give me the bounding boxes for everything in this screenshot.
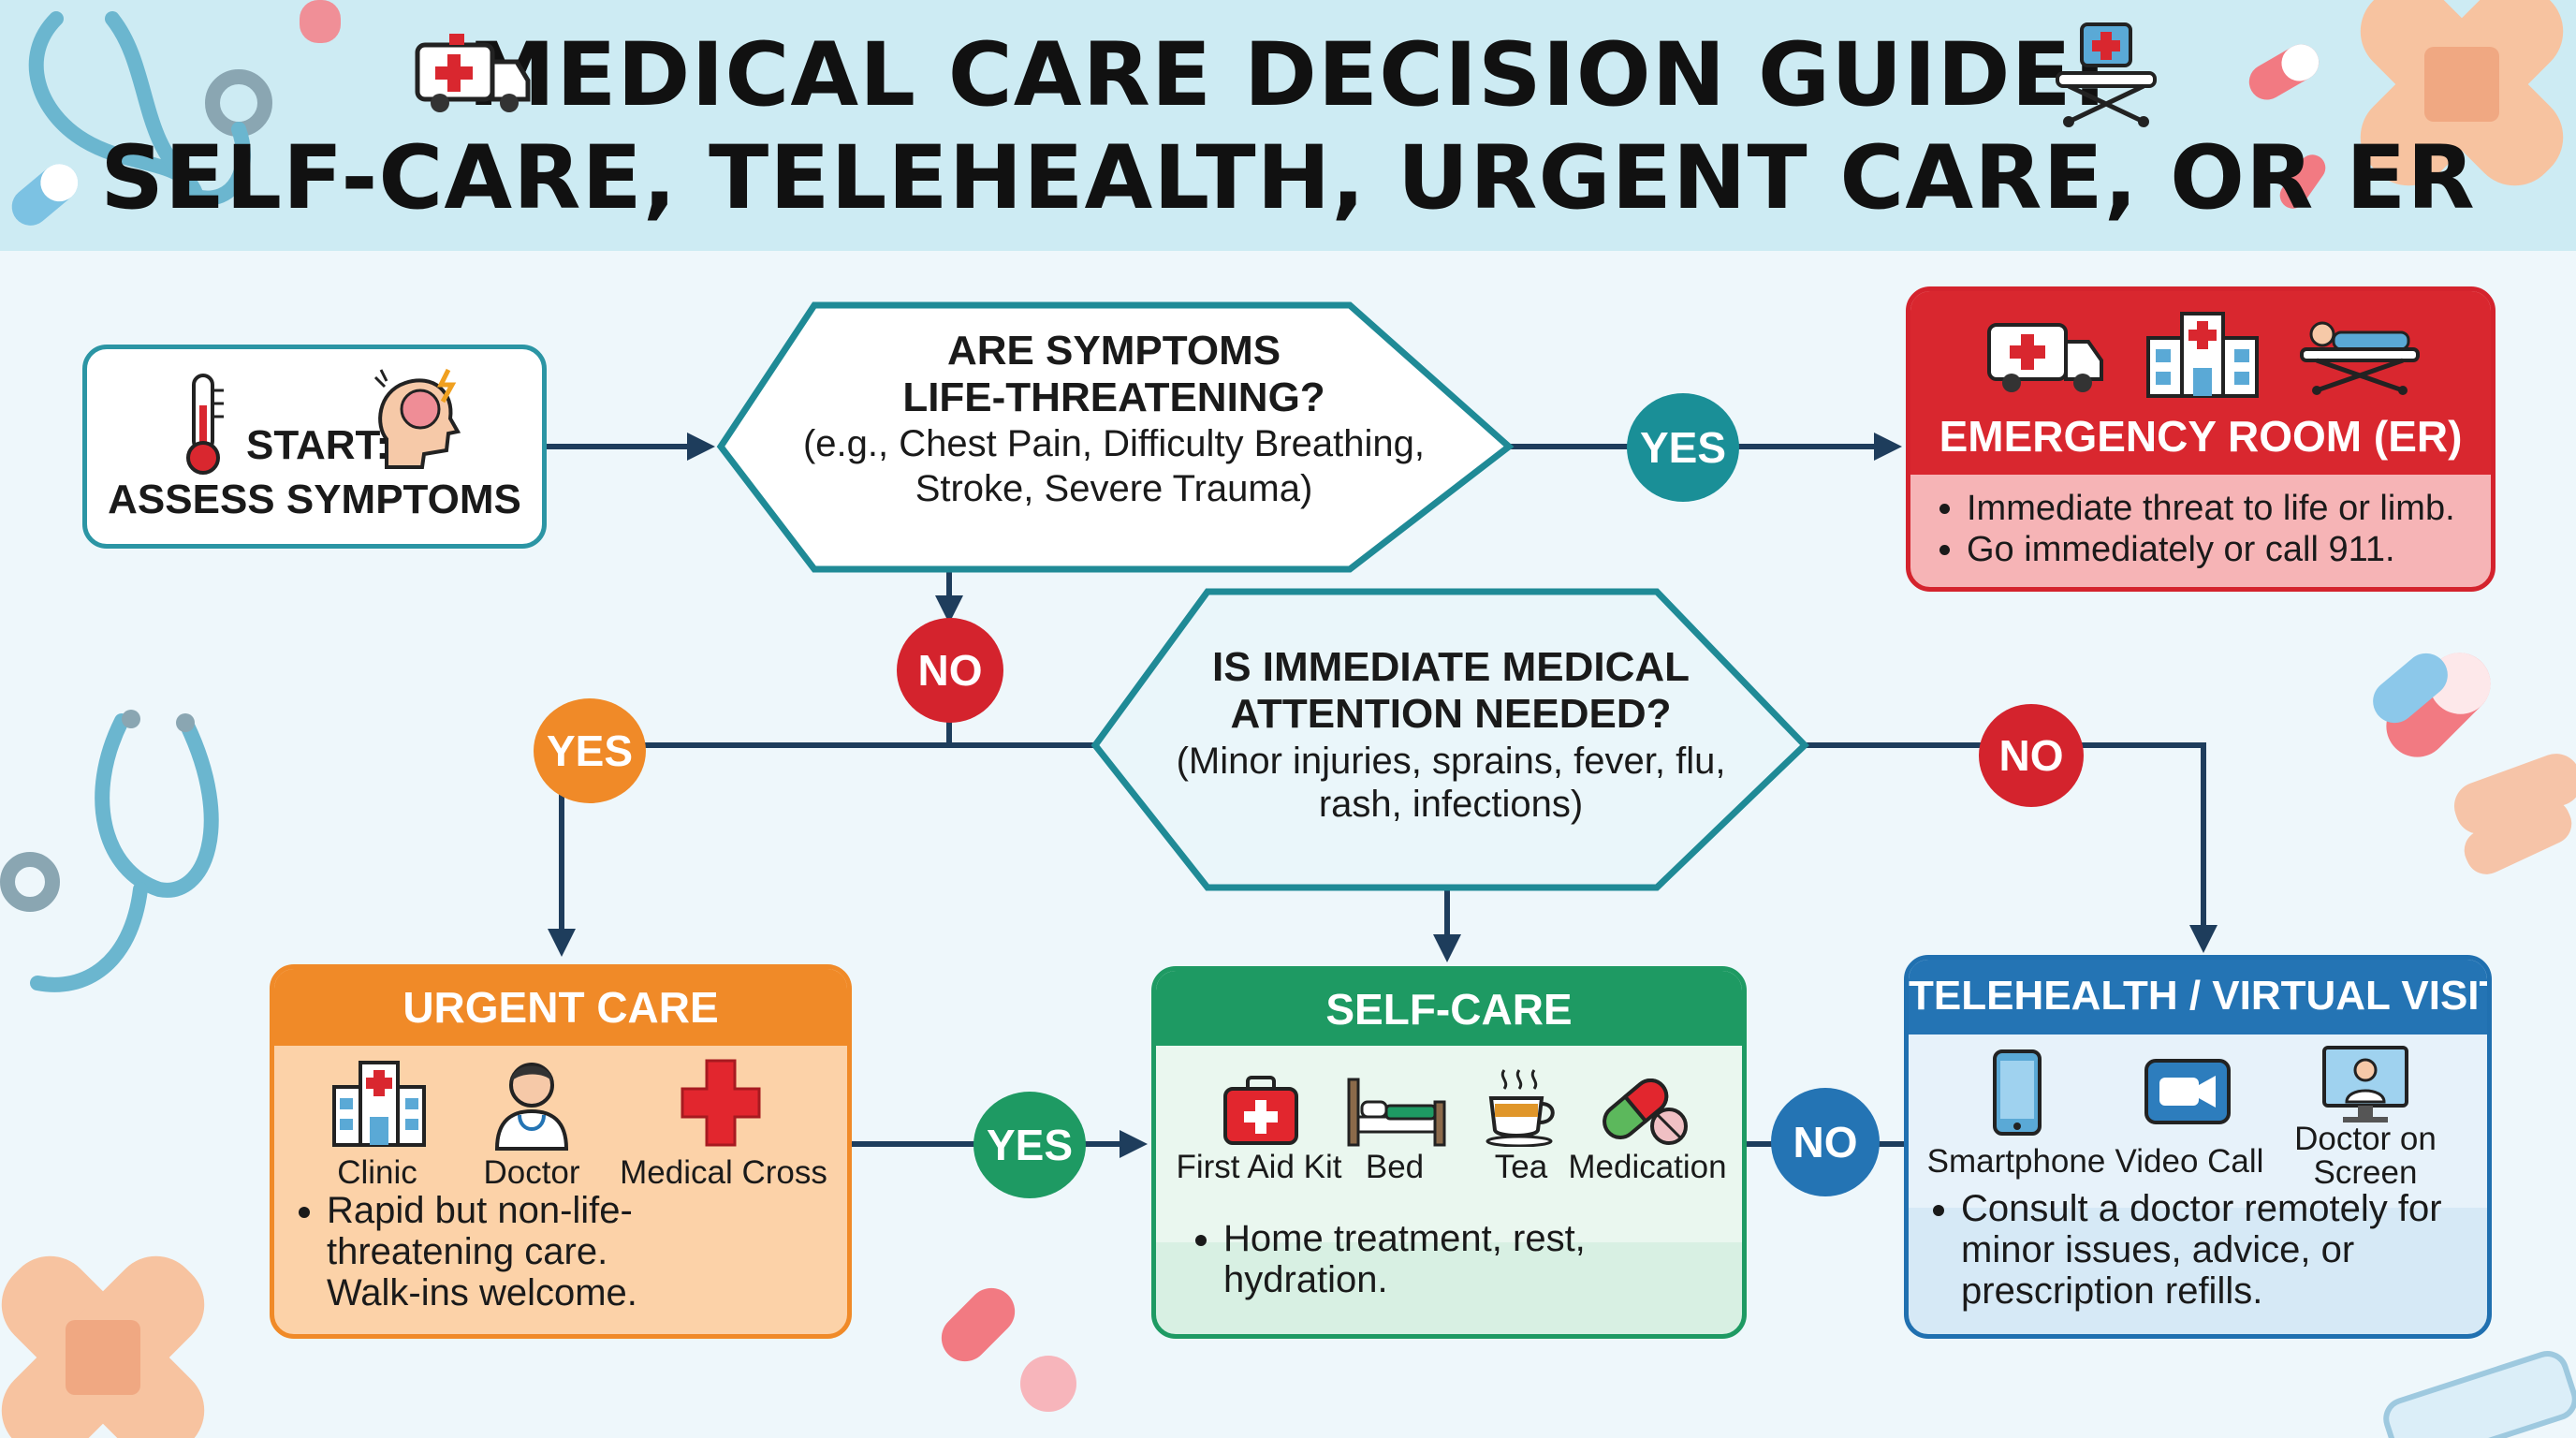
doctor-on-screen-icon [2322, 1046, 2408, 1123]
er-title: EMERGENCY ROOM (ER) [1939, 412, 2463, 461]
self-care-bullet: Home treatment, rest,hydration. [1223, 1218, 1586, 1300]
arrow-no-to-telehealth [1805, 742, 2217, 953]
stethoscope-icon [28, 11, 272, 206]
first-aid-kit-icon [1223, 1076, 1298, 1145]
ambulance-icon [1987, 323, 2103, 392]
icon-label: Clinic [337, 1154, 417, 1191]
doctor-icon [494, 1063, 569, 1151]
telehealth-box: TELEHEALTH / VIRTUAL VISIT Smartphone Vi… [1904, 955, 2492, 1339]
start-box: START: ASSESS SYMPTOMS [82, 345, 547, 549]
icon-label: Video Call [2115, 1143, 2264, 1180]
er-bullets: Immediate threat to life or limb. Go imm… [1935, 488, 2455, 570]
stretcher-icon [2300, 321, 2420, 395]
yes-badge-er: YES [1627, 393, 1739, 502]
decision2-question: IS IMMEDIATE MEDICAL ATTENTION NEEDED? [1211, 644, 1690, 737]
urgent-care-title: URGENT CARE [402, 983, 719, 1032]
no-badge-self-care-telehealth: NO [1771, 1088, 1880, 1196]
head-pain-icon [373, 368, 461, 469]
clinic-icon [332, 1061, 426, 1147]
line-no-branch [601, 700, 952, 748]
tea-icon [1486, 1069, 1555, 1147]
medical-cross-icon [681, 1059, 761, 1147]
thermometer-icon [186, 374, 224, 475]
page-title-line2: SELF-CARE, TELEHEALTH, URGENT CARE, OR E… [100, 127, 2476, 229]
medication-icon [1603, 1078, 1688, 1145]
icon-label: Tea [1494, 1149, 1548, 1185]
no-badge-telehealth: NO [1979, 704, 2084, 807]
ambulance-icon [415, 34, 531, 112]
decision1-examples: (e.g., Chest Pain, Difficulty Breathing,… [802, 423, 1426, 509]
er-bullet: Go immediately or call 911. [1967, 529, 2455, 570]
urgent-care-bullet: Rapid but non-life-threatening care.Walk… [327, 1190, 637, 1313]
self-care-bullets: Home treatment, rest,hydration. [1192, 1218, 1586, 1300]
decision1-question: ARE SYMPTOMS LIFE-THREATENING? [902, 328, 1325, 420]
icon-label: Bed [1365, 1149, 1425, 1185]
self-care-title: SELF-CARE [1325, 985, 1573, 1034]
start-assess-symptoms: ASSESS SYMPTOMS [108, 477, 521, 522]
no-badge-decision1: NO [897, 618, 1003, 723]
stethoscope-icon [0, 713, 219, 992]
page-title-line1: MEDICAL CARE DECISION GUIDE: [467, 24, 2109, 126]
icon-label: Medical Cross [620, 1154, 827, 1191]
decision2-hexagon [1090, 588, 1809, 891]
er-box: EMERGENCY ROOM (ER) Immediate threat to … [1906, 286, 2496, 592]
icon-label: First Aid Kit [1176, 1149, 1342, 1185]
start-label: START: [246, 422, 390, 468]
yes-badge-self-care: YES [973, 1092, 1086, 1198]
icon-label: Doctor [483, 1154, 580, 1191]
bed-icon [1347, 1078, 1446, 1147]
urgent-care-bullets: Rapid but non-life-threatening care.Walk… [295, 1190, 637, 1313]
hospital-icon [2146, 312, 2259, 398]
self-care-box: SELF-CARE First Aid Kit Bed Tea Medicati… [1151, 966, 1747, 1339]
smartphone-icon [1993, 1049, 2042, 1136]
icon-label: Doctor on Screen [2294, 1121, 2437, 1191]
urgent-care-box: URGENT CARE Clinic Doctor Medical Cross … [270, 964, 852, 1339]
icon-label: Medication [1568, 1149, 1727, 1185]
telehealth-title: TELEHEALTH / VIRTUAL VISIT [1909, 973, 2492, 1019]
video-call-icon [2144, 1059, 2231, 1124]
decision2-examples: (Minor injuries, sprains, fever, flu, ras… [1176, 741, 1726, 825]
er-bullet: Immediate threat to life or limb. [1967, 488, 2455, 529]
icon-label: Smartphone [1926, 1143, 2106, 1180]
decision1-hexagon [716, 301, 1515, 573]
stretcher-icon [2056, 22, 2157, 127]
yes-badge-urgent-care: YES [534, 698, 646, 803]
